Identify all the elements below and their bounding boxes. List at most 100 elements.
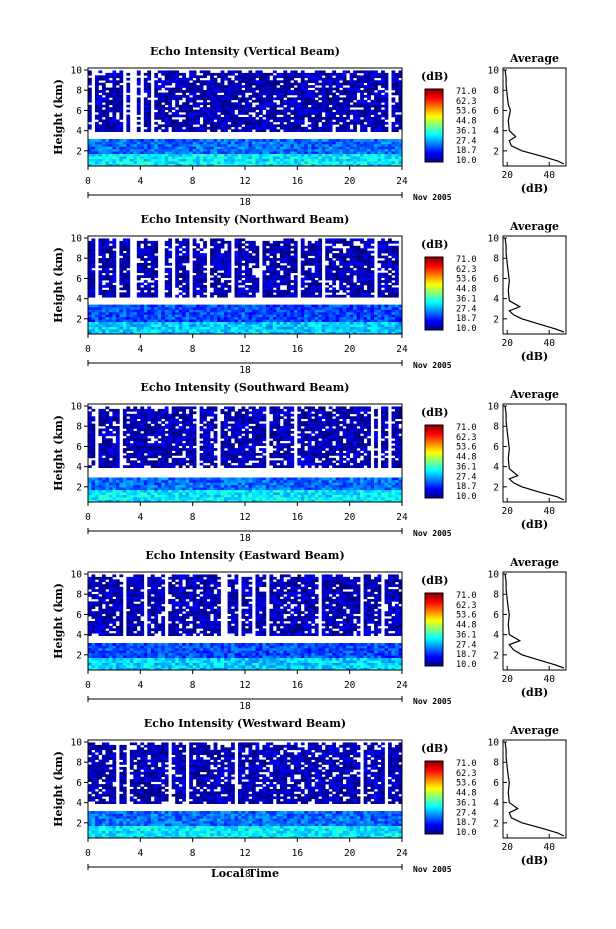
heatmap-cell — [328, 85, 333, 88]
heatmap-cell — [311, 146, 316, 150]
heatmap-cell — [238, 258, 242, 261]
heatmap-cell — [241, 75, 246, 79]
heatmap-cell — [122, 156, 127, 159]
heatmap-cell — [262, 121, 267, 125]
heatmap-cell — [196, 304, 200, 308]
heatmap-cell — [395, 148, 399, 152]
heatmap-cell — [283, 80, 288, 83]
heatmap-cell — [241, 117, 246, 120]
heatmap-cell — [147, 314, 152, 318]
heatmap-cell — [293, 292, 298, 296]
heatmap-cell — [265, 139, 270, 142]
heatmap-cell — [199, 258, 204, 261]
heatmap-cell — [290, 161, 295, 164]
heatmap-cell — [224, 240, 228, 244]
heatmap-cell — [251, 87, 256, 91]
heatmap-cell — [175, 331, 180, 335]
heatmap-cell — [245, 156, 249, 159]
heatmap-cell — [199, 292, 204, 296]
heatmap-cell — [346, 87, 350, 91]
heatmap-cell — [325, 82, 330, 86]
heatmap-cell — [192, 153, 197, 157]
heatmap-cell — [220, 72, 225, 76]
heatmap-cell — [314, 282, 319, 286]
heatmap-cell — [367, 102, 371, 106]
heatmap-cell — [349, 287, 354, 291]
heatmap-cell — [150, 277, 155, 281]
heatmap-cell — [105, 72, 110, 76]
heatmap-cell — [217, 248, 221, 251]
heatmap-cell — [363, 114, 368, 118]
heatmap-cell — [108, 90, 113, 93]
heatmap-cell — [276, 80, 281, 83]
heatmap-cell — [182, 104, 186, 108]
heatmap-cell — [283, 304, 288, 308]
heatmap-cell — [251, 158, 256, 162]
heatmap-cell — [269, 99, 274, 103]
heatmap-cell — [231, 70, 235, 74]
heatmap-cell — [88, 112, 92, 115]
heatmap-cell — [210, 119, 214, 123]
heatmap-cell — [363, 129, 368, 132]
heatmap-cell — [279, 92, 284, 96]
heatmap-cell — [171, 307, 176, 310]
heatmap-cell — [213, 314, 218, 318]
heatmap-cell — [126, 307, 131, 310]
heatmap-cell — [234, 126, 239, 130]
heatmap-cell — [349, 129, 354, 132]
heatmap-cell — [269, 326, 274, 330]
heatmap-cell — [290, 75, 295, 79]
heatmap-cell — [220, 102, 225, 106]
heatmap-cell — [304, 143, 309, 147]
heatmap-cell — [241, 289, 246, 293]
heatmap-cell — [161, 107, 166, 110]
heatmap-cell — [321, 92, 326, 96]
heatmap-cell — [325, 324, 330, 327]
heatmap-cell — [290, 285, 295, 288]
heatmap-cell — [384, 92, 389, 96]
heatmap-cell — [342, 70, 347, 74]
heatmap-cell — [147, 321, 152, 325]
heatmap-cell — [314, 309, 319, 313]
heatmap-cell — [175, 245, 180, 249]
heatmap-cell — [143, 243, 148, 247]
heatmap-cell — [91, 141, 96, 145]
heatmap-cell — [241, 121, 246, 125]
heatmap-cell — [192, 289, 197, 293]
heatmap-cell — [241, 156, 246, 159]
heatmap-cell — [276, 265, 281, 269]
heatmap-cell — [374, 126, 378, 130]
heatmap-cell — [363, 141, 368, 145]
heatmap-cell — [227, 253, 232, 256]
heatmap-cell — [293, 72, 298, 76]
heatmap-cell — [238, 75, 242, 79]
heatmap-cell — [325, 248, 330, 251]
heatmap-cell — [94, 126, 99, 130]
heatmap-cell — [91, 270, 96, 274]
heatmap-cell — [164, 151, 169, 155]
heatmap-cell — [265, 158, 270, 162]
heatmap-cell — [367, 121, 371, 125]
heatmap-cell — [91, 243, 96, 247]
heatmap-cell — [154, 316, 159, 320]
heatmap-cell — [286, 107, 291, 110]
heatmap-cell — [311, 331, 316, 335]
heatmap-cell — [300, 80, 305, 83]
heatmap-cell — [227, 151, 232, 155]
heatmap-cell — [360, 161, 364, 164]
heatmap-cell — [224, 250, 228, 254]
heatmap-cell — [245, 109, 249, 113]
heatmap-cell — [356, 329, 361, 332]
heatmap-cell — [311, 80, 316, 83]
heatmap-cell — [248, 304, 253, 308]
heatmap-cell — [196, 311, 200, 315]
heatmap-cell — [196, 329, 200, 332]
heatmap-cell — [101, 97, 106, 101]
heatmap-cell — [129, 314, 134, 318]
heatmap-cell — [300, 151, 305, 155]
heatmap-cell — [265, 97, 270, 101]
heatmap-cell — [182, 326, 186, 330]
heatmap-cell — [105, 161, 110, 164]
heatmap-cell — [196, 75, 200, 79]
